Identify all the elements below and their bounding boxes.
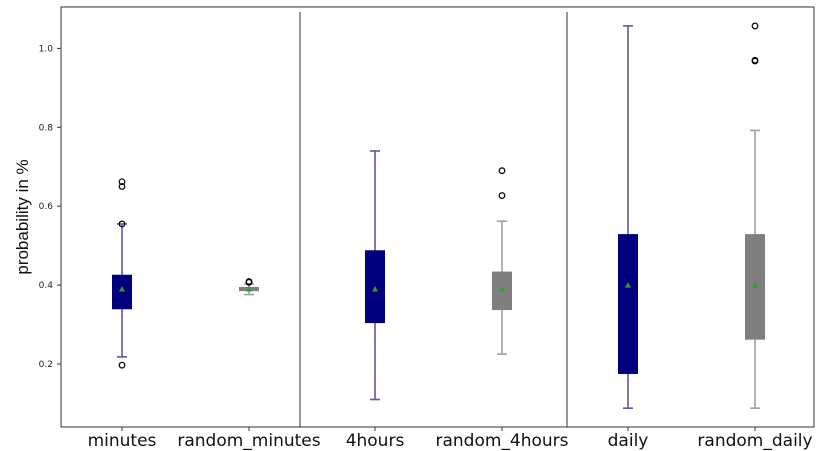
x-axis: minutes random_minutes 4hours random_4hours… <box>88 427 813 451</box>
outlier-point <box>118 220 126 228</box>
box-daily <box>618 25 638 409</box>
mean-marker <box>246 286 252 292</box>
box-minutes <box>112 178 132 369</box>
box-4hours <box>365 150 385 401</box>
mean-marker <box>499 286 505 292</box>
mean-marker <box>752 282 758 288</box>
y-tick-label: 0.6 <box>39 202 54 212</box>
y-tick-label: 1.0 <box>39 44 54 54</box>
box-series <box>112 22 765 409</box>
outlier-point <box>751 22 759 30</box>
group-separators <box>299 12 568 427</box>
plot-frame <box>60 6 815 428</box>
y-tick-label: 0.4 <box>39 281 54 291</box>
y-tick-label: 0.2 <box>39 360 53 370</box>
outlier-point <box>751 56 759 64</box>
y-axis: 0.2 0.4 0.6 0.8 1.0 <box>39 44 61 370</box>
y-tick-label: 0.8 <box>39 123 54 133</box>
box-random_minutes <box>239 278 259 296</box>
outlier-point <box>118 183 126 190</box>
x-tick-label-random_minutes: random_minutes <box>177 431 320 451</box>
box-random_daily <box>745 22 765 409</box>
outlier-point <box>118 178 126 186</box>
box-random_4hours <box>492 167 512 355</box>
outlier-point <box>498 192 506 199</box>
x-tick-label-minutes: minutes <box>88 431 157 451</box>
mean-marker <box>372 286 378 292</box>
mean-marker <box>625 282 631 288</box>
mean-marker <box>119 286 125 292</box>
x-tick-label-4hours: 4hours <box>346 431 405 451</box>
outlier-point <box>498 167 506 175</box>
outlier-point <box>245 278 253 285</box>
x-tick-label-random_daily: random_daily <box>697 431 812 451</box>
y-axis-label: probability in % <box>13 159 32 274</box>
x-tick-label-daily: daily <box>608 431 649 451</box>
outlier-point <box>118 361 126 369</box>
x-tick-label-random_4hours: random_4hours <box>435 431 568 451</box>
iqr-box <box>618 234 638 374</box>
iqr-box <box>112 274 132 310</box>
